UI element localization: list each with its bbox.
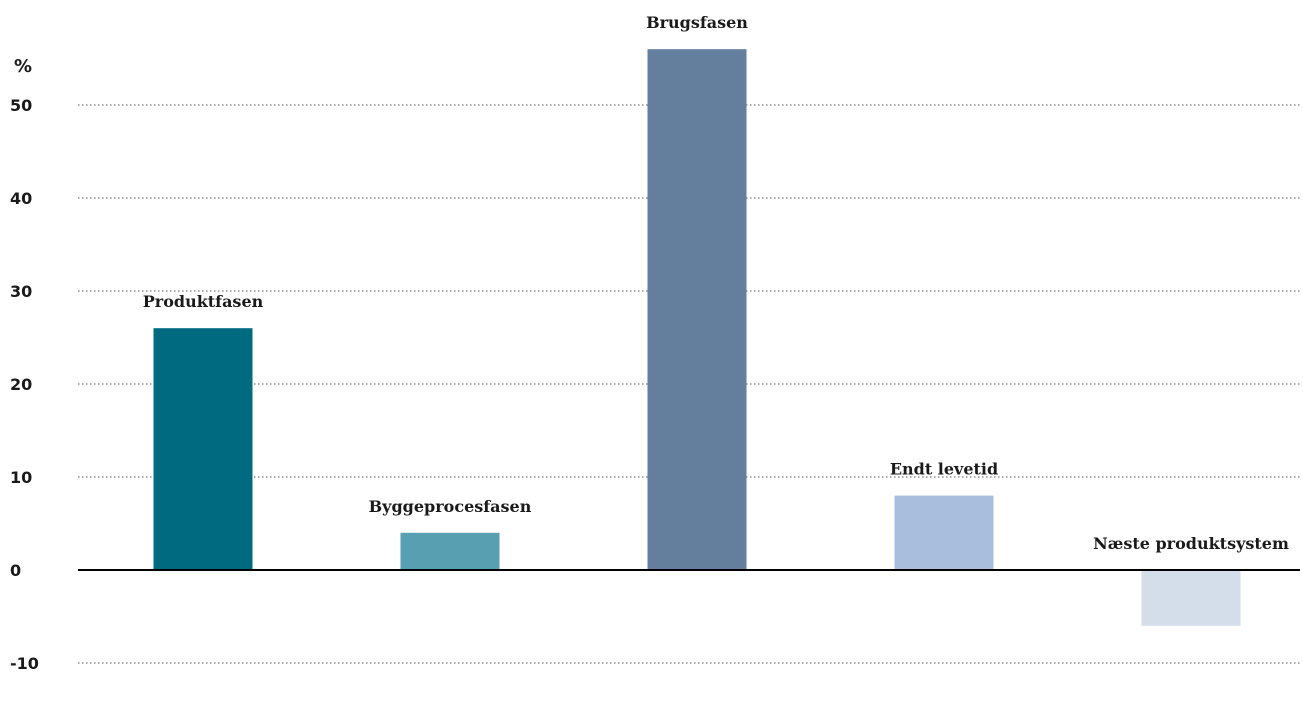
bar-byggeprocesfasen <box>400 532 500 570</box>
bars <box>153 49 1241 626</box>
bar-næste-produktsystem <box>1141 570 1241 626</box>
y-tick-label: 0 <box>10 561 21 580</box>
y-tick-label: 50 <box>10 96 32 115</box>
y-axis-ticks: -10 0 10 20 30 40 50 <box>10 96 39 673</box>
y-tick-label: 10 <box>10 468 32 487</box>
bar-endt-levetid <box>894 495 994 570</box>
bar-brugsfasen <box>647 49 747 570</box>
y-tick-label: -10 <box>10 654 39 673</box>
y-tick-label: 30 <box>10 282 32 301</box>
bar-produktfasen <box>153 328 253 570</box>
bar-label: Produktfasen <box>143 292 264 311</box>
bar-label: Brugsfasen <box>646 13 748 32</box>
y-tick-label: 20 <box>10 375 32 394</box>
bar-label: Næste produktsystem <box>1093 534 1289 553</box>
bar-label: Endt levetid <box>890 460 998 479</box>
bar-labels: Produktfasen Byggeprocesfasen Brugsfasen En… <box>143 13 1289 553</box>
bar-label: Byggeprocesfasen <box>369 497 532 516</box>
y-tick-label: 40 <box>10 189 32 208</box>
y-axis-unit-label: % <box>14 56 32 77</box>
